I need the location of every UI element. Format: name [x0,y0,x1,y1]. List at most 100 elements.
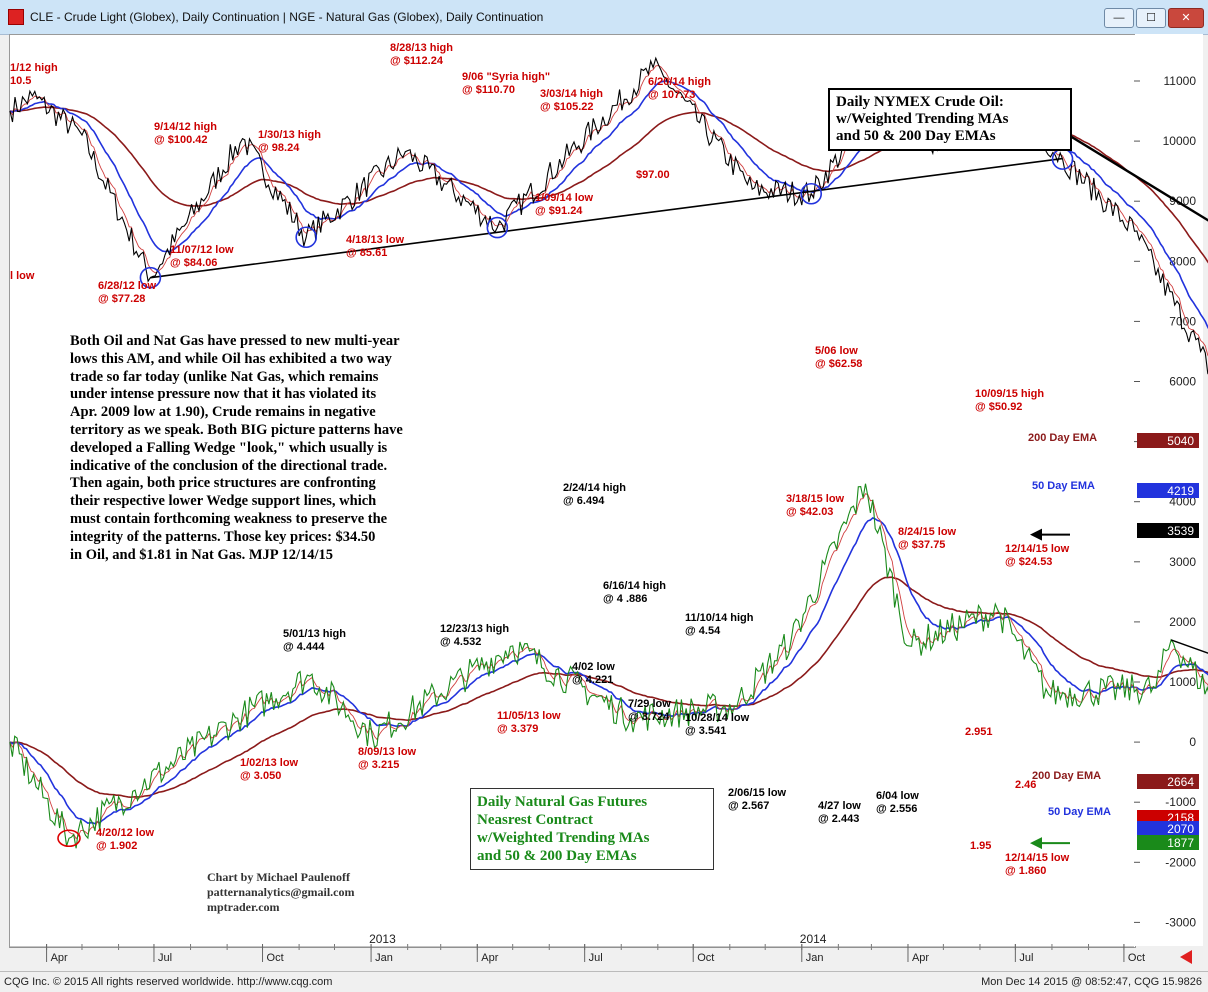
annotation-line: 10/09/15 high [975,388,1044,400]
annotation-line: $97.00 [636,169,670,181]
annotation-line: @ 2.443 [818,813,859,825]
crude-weighted-ma-line [9,65,1208,357]
annotation-line: 5/06 low [815,345,858,357]
annotation-line: @ 2.567 [728,800,769,812]
copyright-text: CQG Inc. © 2015 All rights reserved worl… [4,976,333,988]
annotation-line: @ $62.58 [815,358,862,370]
annotation-label: 1.95 [970,840,991,852]
y-tick-label: 6000 [1169,375,1196,389]
annotation-label: 50 Day EMA [1048,806,1111,818]
annotation-label: 4/20/12 low @ 1.902 [96,827,155,852]
close-button[interactable]: ✕ [1168,8,1204,28]
annotation-line: 6/28/12 low [98,280,157,292]
annotation-label: 8/24/15 low @ $37.75 [898,526,957,551]
annotation-line: @ 98.24 [258,142,300,154]
crude-price-line [9,56,1208,375]
annotation-line: 12/14/15 low [1005,543,1070,555]
annotation-label: 5/06 low @ $62.58 [815,345,862,370]
annotation-line: @ $37.75 [898,539,945,551]
chart-credit: Chart by Michael Paulenoff patternanalyt… [207,870,354,915]
x-month-label: Apr [481,952,498,964]
annotation-line: 1.95 [970,840,991,852]
price-badge [1137,774,1199,789]
price-badge [1137,433,1199,448]
annotation-label: 1/02/13 low @ 3.050 [240,757,299,782]
annotation-line: 7/29 low [628,698,671,710]
annotation-label: 200 Day EMA [1028,432,1097,444]
annotation-line: @ $42.03 [786,506,833,518]
price-badge-label: 3539 [1167,524,1194,538]
annotation-label: 8/09/13 low @ 3.215 [358,746,417,771]
commentary-line: in Oil, and $1.81 in Nat Gas. MJP 12/14/… [70,546,334,563]
maximize-button[interactable]: ☐ [1136,8,1166,28]
annotation-label: 5/01/13 high @ 4.444 [283,628,346,653]
annotation-label: 12/14/15 low @ $24.53 [1005,543,1070,568]
y-tick-label: 11000 [1164,74,1197,88]
annotation-line: 2/24/14 high [563,482,626,494]
annotation-line: 1/09/14 low [535,192,594,204]
annotation-line: 50 Day EMA [1048,806,1111,818]
x-month-label: Apr [51,952,68,964]
annotation-line: 9/14/12 high [154,121,217,133]
annotation-line: @ 3.050 [240,770,281,782]
annotation-label: 6/28/12 low @ $77.28 [98,280,157,305]
chart-svg: 1100010000900080007000600050004000300020… [9,42,1208,964]
annotation-line: @ 3.724 [628,711,670,723]
annotation-line: 6/20/14 high [648,76,711,88]
annotation-line: 1/12 high [10,62,58,74]
annotation-label: 2/24/14 high @ 6.494 [563,482,626,507]
commentary-line: developed a Falling Wedge "look," which … [70,439,388,456]
annotation-label: 1/09/14 low @ $91.24 [535,192,594,217]
commentary-line: integrity of the patterns. Those key pri… [70,528,376,545]
annotation-line: @ 107.73 [648,89,695,101]
status-bar: CQG Inc. © 2015 All rights reserved worl… [0,971,1208,992]
gas-box-line: w/Weighted Trending MAs [477,830,650,846]
annotation-label: 6/04 low @ 2.556 [876,790,919,815]
annotation-label: 12/23/13 high @ 4.532 [440,623,509,648]
y-tick-label: 0 [1189,735,1196,749]
annotation-label: 11/05/13 low @ 3.379 [497,710,561,735]
annotation-line: @ 4.444 [283,641,325,653]
x-month-label: Jul [1019,952,1033,964]
scroll-left-arrow-icon[interactable] [1180,950,1192,964]
price-badge [1137,483,1199,498]
annotation-line: 12/14/15 low [1005,852,1070,864]
annotation-line: 200 Day EMA [1028,432,1097,444]
price-badge [1137,821,1199,836]
x-month-label: Jul [158,952,172,964]
title-bar: CLE - Crude Light (Globex), Daily Contin… [0,0,1208,35]
minimize-button[interactable]: — [1104,8,1134,28]
annotation-line: @ 4.532 [440,636,481,648]
credit-line: mptrader.com [207,900,280,914]
annotation-label: 10/28/14 low @ 3.541 [685,712,750,737]
annotation-line: 4/27 low [818,800,861,812]
crude-support-trendline [150,157,1063,279]
annotation-label: l low [10,270,35,282]
annotation-line: @ $91.24 [535,205,583,217]
y-tick-label: 9000 [1169,194,1196,208]
crude-low-circle [800,182,823,205]
annotation-label: 10/09/15 high @ $50.92 [975,388,1044,413]
annotation-line: 2.951 [965,726,993,738]
commentary-line: lows this AM, and while Oil has exhibite… [70,350,392,367]
annotation-line: 10/28/14 low [685,712,750,724]
annotation-line: 2/06/15 low [728,787,787,799]
annotation-line: 1/30/13 high [258,129,321,141]
y-tick-label: -2000 [1165,855,1196,869]
annotation-line: 6/04 low [876,790,919,802]
annotation-line: 50 Day EMA [1032,480,1095,492]
annotation-line: 4/20/12 low [96,827,155,839]
x-month-label: Jan [375,952,393,964]
annotation-label: 9/14/12 high @ $100.42 [154,121,217,146]
annotation-line: 11/05/13 low [497,710,561,722]
annotation-line: @ $50.92 [975,401,1022,413]
y-tick-label: 2000 [1169,615,1196,629]
annotation-line: 6/16/14 high [603,580,666,592]
crude-low-circle [295,226,317,249]
y-tick-label: -1000 [1165,795,1196,809]
annotation-label: 4/27 low @ 2.443 [818,800,861,825]
price-badge [1137,523,1199,538]
annotation-line: 11/07/12 low [170,244,234,256]
gas-box-line: Neasrest Contract [477,812,593,828]
annotation-line: 3/18/15 low [786,493,845,505]
